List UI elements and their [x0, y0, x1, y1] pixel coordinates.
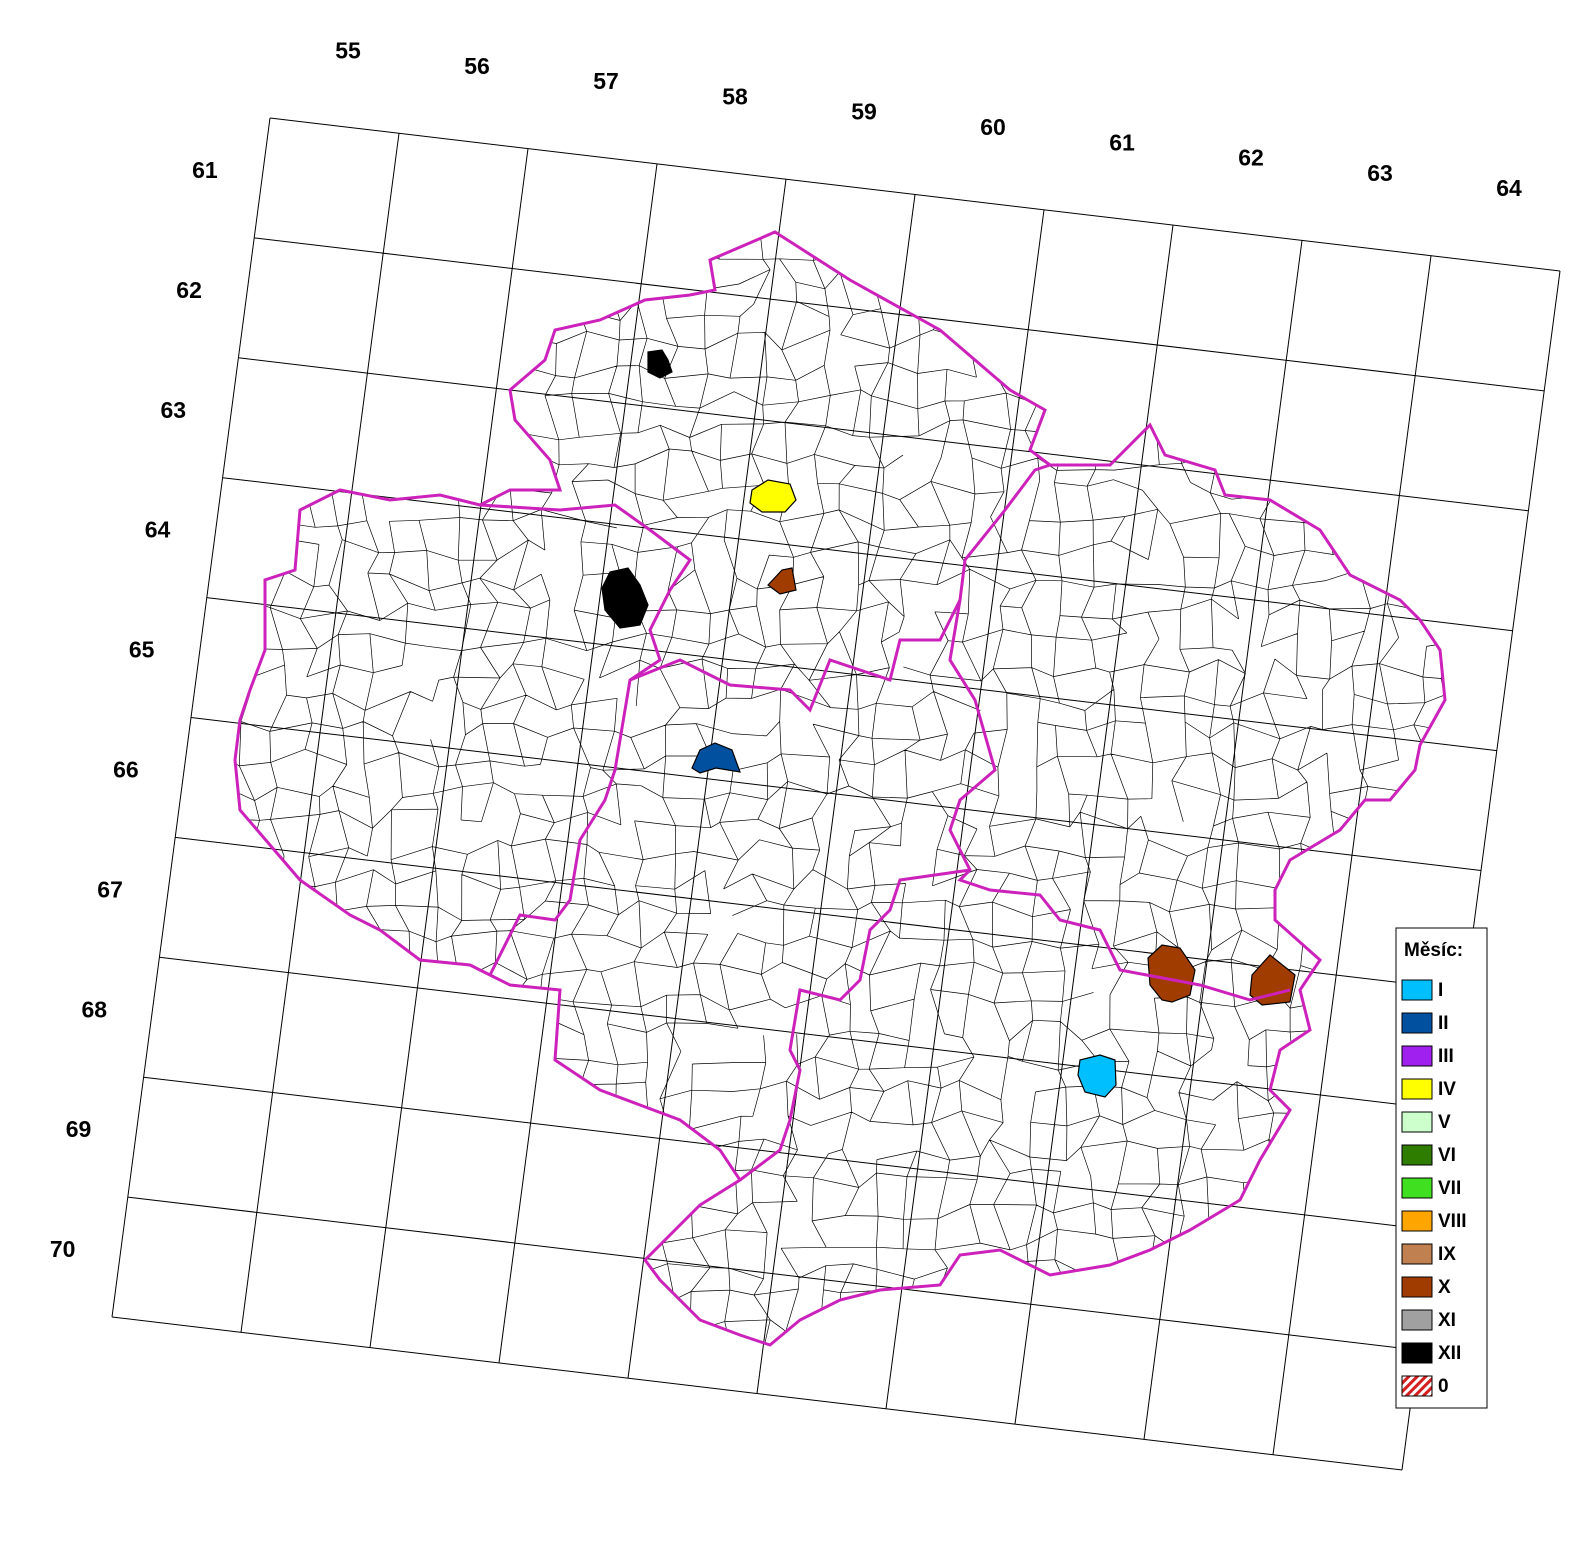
- legend-swatch: [1401, 1144, 1433, 1166]
- row-label: 63: [160, 397, 186, 423]
- legend-swatch: [1401, 1342, 1433, 1364]
- area-i: [1077, 1054, 1117, 1098]
- district-borders: [479, 463, 1291, 1182]
- grid-line: [254, 237, 1545, 392]
- column-label: 59: [851, 99, 877, 125]
- legend-swatch: [1401, 1012, 1433, 1034]
- legend-swatch: [1401, 1111, 1433, 1133]
- legend-label: 0: [1438, 1376, 1449, 1397]
- column-label: 57: [593, 68, 619, 94]
- grid-line: [175, 836, 1466, 991]
- legend-label: III: [1438, 1046, 1454, 1067]
- grid-line: [269, 117, 1561, 272]
- grid-line: [222, 477, 1513, 632]
- grid-line: [143, 1076, 1434, 1231]
- row-label: 67: [97, 876, 123, 902]
- legend-swatch: [1401, 1243, 1433, 1265]
- row-label: 61: [192, 157, 218, 183]
- districts: [235, 232, 1445, 1345]
- column-label: 62: [1238, 145, 1264, 171]
- legend-label: VIII: [1438, 1211, 1467, 1232]
- grid: [111, 117, 1561, 1471]
- area-x: [767, 567, 797, 595]
- row-label: 69: [66, 1116, 92, 1142]
- column-label: 63: [1367, 160, 1393, 186]
- row-label: 64: [145, 517, 171, 543]
- area-xii: [601, 567, 649, 629]
- legend-title: Měsíc:: [1404, 940, 1463, 961]
- legend-label: V: [1438, 1112, 1451, 1133]
- legend-swatch: [1401, 1045, 1433, 1067]
- row-label: 62: [176, 277, 202, 303]
- legend-swatch: [1401, 1375, 1433, 1397]
- column-label: 60: [980, 114, 1006, 140]
- column-label: 55: [335, 38, 361, 64]
- district-lines: [235, 232, 1445, 1345]
- legend-label: I: [1438, 980, 1443, 1001]
- grid-line: [127, 1196, 1418, 1351]
- column-label: 64: [1496, 175, 1522, 201]
- border: [739, 868, 971, 1182]
- grid-line: [206, 597, 1497, 752]
- legend-label: X: [1438, 1277, 1451, 1298]
- row-label: 65: [129, 637, 155, 663]
- legend-label: XII: [1438, 1343, 1461, 1364]
- area-ii: [691, 742, 741, 774]
- column-label: 58: [722, 83, 748, 109]
- month-areas: [601, 349, 1296, 1098]
- grid-line: [238, 357, 1529, 512]
- grid-line: [111, 1316, 1403, 1471]
- area-x: [1147, 944, 1196, 1003]
- column-label: 61: [1109, 129, 1135, 155]
- row-label: 66: [113, 757, 139, 783]
- legend-swatch: [1401, 1210, 1433, 1232]
- legend-label: II: [1438, 1013, 1449, 1034]
- grid-line: [190, 717, 1482, 871]
- border: [479, 503, 693, 976]
- border: [948, 599, 1291, 1002]
- legend-swatch: [1401, 979, 1433, 1001]
- legend-swatch: [1401, 1309, 1433, 1331]
- row-label: 70: [50, 1236, 76, 1262]
- region-border: [233, 230, 1447, 1347]
- area-xii: [647, 349, 673, 379]
- legend-label: IV: [1438, 1079, 1456, 1100]
- legend-label: XI: [1438, 1310, 1456, 1331]
- border: [629, 463, 1051, 713]
- legend-label: VII: [1438, 1178, 1461, 1199]
- legend-swatch: [1401, 1177, 1433, 1199]
- row-label: 68: [81, 996, 107, 1022]
- legend-label: IX: [1438, 1244, 1456, 1265]
- legend-swatch: [1401, 1078, 1433, 1100]
- legend-label: VI: [1438, 1145, 1456, 1166]
- grid-line: [159, 956, 1450, 1111]
- legend-swatch: [1401, 1276, 1433, 1298]
- column-label: 56: [464, 53, 490, 79]
- area-iv: [749, 479, 797, 513]
